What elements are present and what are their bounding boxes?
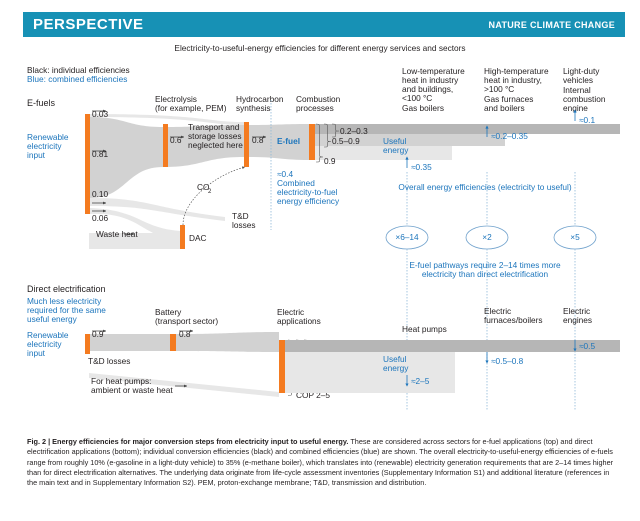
svg-text:0.10: 0.10 (92, 189, 109, 199)
svg-text:×5: ×5 (570, 232, 580, 242)
svg-text:engines: engines (563, 315, 592, 325)
svg-text:0.5–0.9: 0.5–0.9 (332, 136, 360, 146)
svg-text:energy: energy (383, 145, 409, 155)
svg-text:synthesis: synthesis (236, 103, 271, 113)
svg-text:T&D losses: T&D losses (88, 356, 130, 366)
svg-text:≈0.35: ≈0.35 (411, 162, 432, 172)
svg-text:(for example, PEM): (for example, PEM) (155, 103, 227, 113)
svg-text:applications: applications (277, 316, 321, 326)
svg-text:input: input (27, 348, 46, 358)
svg-text:vehicles: vehicles (563, 75, 593, 85)
svg-text:>100 °C: >100 °C (484, 84, 514, 94)
svg-text:neglected here: neglected here (188, 140, 243, 150)
svg-text:furnaces/boilers: furnaces/boilers (484, 315, 543, 325)
svg-text:0.06: 0.06 (92, 213, 109, 223)
svg-text:<100 °C: <100 °C (402, 93, 432, 103)
svg-text:Blue: combined efficiencies: Blue: combined efficiencies (27, 74, 127, 84)
svg-text:energy: energy (383, 363, 409, 373)
svg-text:0.9: 0.9 (324, 156, 336, 166)
svg-text:Overall energy efficiencies (e: Overall energy efficiencies (electricity… (398, 182, 571, 192)
svg-text:E-fuel: E-fuel (277, 136, 300, 146)
svg-text:2: 2 (208, 189, 212, 195)
svg-text:≈0.1: ≈0.1 (579, 115, 595, 125)
svg-text:×2: ×2 (482, 232, 492, 242)
svg-text:useful energy: useful energy (27, 314, 78, 324)
svg-text:engine: engine (563, 103, 588, 113)
svg-text:0.9: 0.9 (92, 329, 104, 339)
svg-text:≈2–5: ≈2–5 (411, 376, 430, 386)
svg-text:0.8: 0.8 (179, 329, 191, 339)
svg-text:ambient or waste heat: ambient or waste heat (91, 385, 173, 395)
svg-text:Heat pumps: Heat pumps (402, 324, 447, 334)
svg-text:and boilers: and boilers (484, 103, 525, 113)
svg-text:input: input (27, 150, 46, 160)
svg-text:0.6: 0.6 (170, 135, 182, 145)
svg-text:E-fuels: E-fuels (27, 98, 56, 108)
svg-text:≈0.5–0.8: ≈0.5–0.8 (491, 356, 524, 366)
svg-text:×6–14: ×6–14 (395, 232, 419, 242)
svg-text:energy efficiency: energy efficiency (277, 196, 340, 206)
svg-text:electricity than direct electr: electricity than direct electrification (422, 269, 549, 279)
svg-text:losses: losses (232, 220, 256, 230)
svg-text:0.8: 0.8 (252, 135, 264, 145)
svg-text:0.2–0.3: 0.2–0.3 (340, 126, 368, 136)
svg-text:Gas boilers: Gas boilers (402, 103, 444, 113)
svg-text:0.81: 0.81 (92, 149, 109, 159)
svg-text:DAC: DAC (189, 233, 207, 243)
svg-text:(transport sector): (transport sector) (155, 316, 218, 326)
svg-text:≈0.5: ≈0.5 (579, 341, 595, 351)
svg-text:Direct electrification: Direct electrification (27, 284, 106, 294)
svg-text:0.03: 0.03 (92, 109, 109, 119)
svg-text:processes: processes (296, 103, 334, 113)
svg-text:≈0.2–0.35: ≈0.2–0.35 (491, 131, 528, 141)
